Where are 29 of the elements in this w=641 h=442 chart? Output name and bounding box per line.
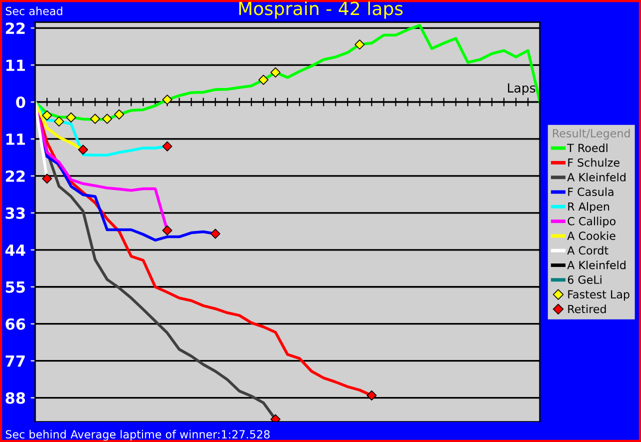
y-tick-label: 11 [6,134,25,145]
legend-label: F Schulze [568,158,620,167]
legend-label: A Kleinfeld [567,172,626,182]
y-tick-label: 22 [6,170,25,182]
legend-label: A Cordt [567,246,608,255]
y-tick-label: 11 [6,60,25,71]
legend-label: R Alpen [568,202,610,213]
legend-label: Fastest Lap [568,290,630,301]
legend-label: A Kleinfeld [567,260,626,270]
y-tick-label: 77 [6,355,25,367]
legend-label: Retired [568,304,606,314]
y-tick-label: 55 [6,282,25,293]
y-tick-label: 33 [6,207,25,219]
text: Average laptime of winner:1:27.528 [70,430,270,441]
legend-label: F Casula [568,187,614,196]
legend-label: T Roedl [567,144,608,152]
legend-label: 6 GeLi [568,275,602,284]
y-tick-label: 88 [6,392,26,404]
text: Sec ahead [6,6,62,16]
y-tick-label: 66 [6,318,26,330]
text: Sec behind [6,430,66,439]
legend-label: A Cookie [567,231,616,240]
legend-title: Result/Legend [552,128,630,140]
y-tick-label: 44 [5,244,26,256]
chart-title: Mosprain - 42 laps [239,1,403,19]
x-axis-title: Laps [508,83,536,96]
legend-label: C Callipo [568,216,616,228]
y-tick-label: 22 [6,22,25,34]
y-tick-label: 0 [16,96,26,108]
